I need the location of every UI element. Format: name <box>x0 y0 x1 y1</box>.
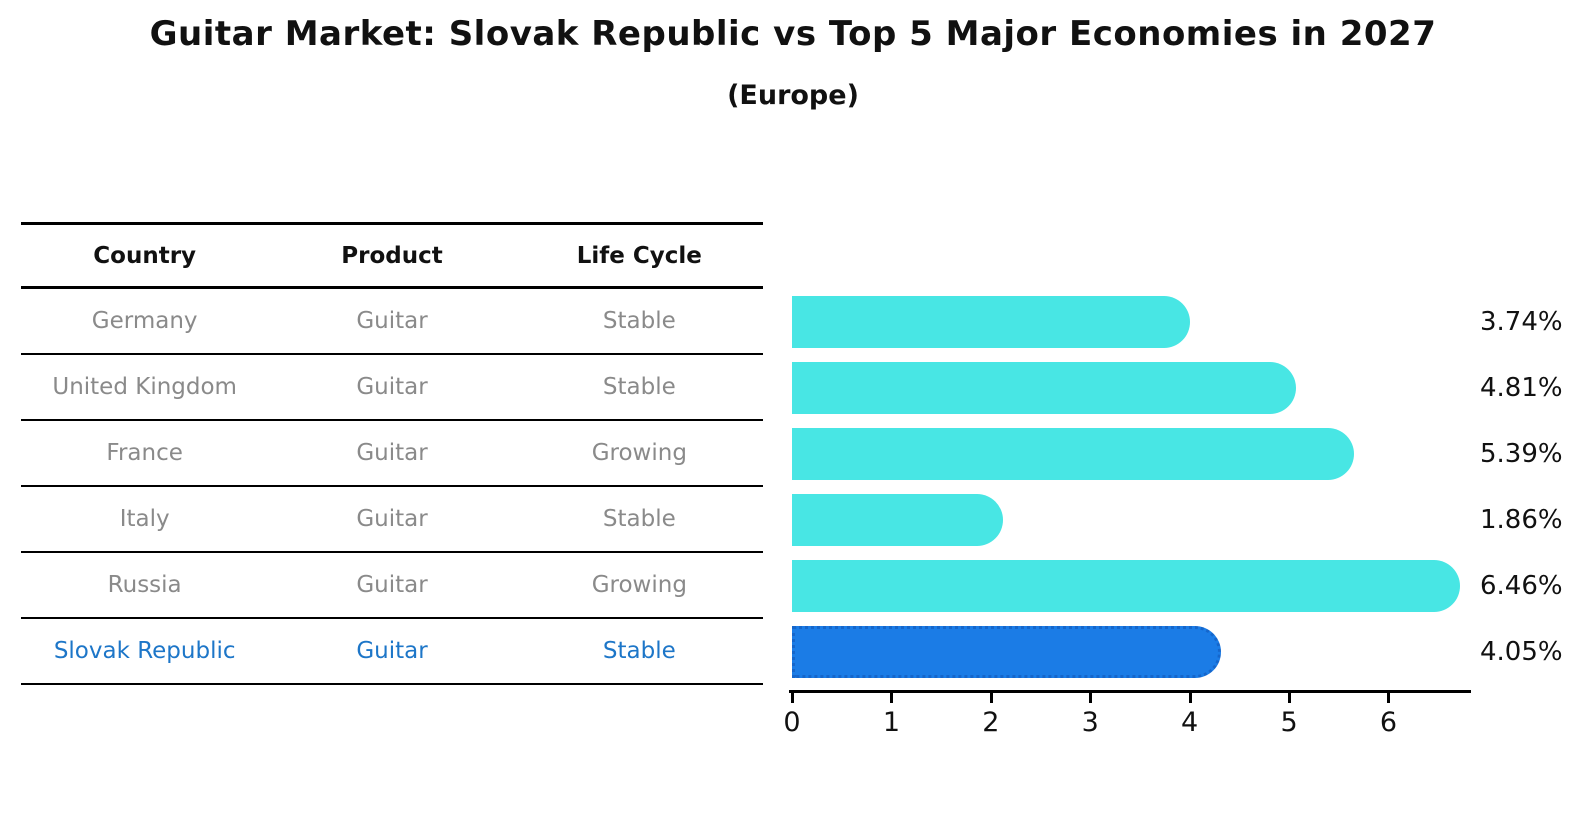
table-row-united-kingdom: United Kingdom Guitar Stable <box>21 355 763 421</box>
cell-product: Guitar <box>356 440 428 466</box>
cell-product: Guitar <box>356 572 428 598</box>
tick-mark <box>1188 693 1192 703</box>
tick-label: 5 <box>1280 707 1298 738</box>
chart-subtitle: (Europe) <box>727 80 859 111</box>
tick-mark <box>1089 693 1093 703</box>
value-label-russia: 6.46% <box>1480 571 1563 601</box>
tick-label: 1 <box>882 707 900 738</box>
tick-mark <box>1288 693 1292 703</box>
cell-product: Guitar <box>356 506 428 532</box>
table-row-germany: Germany Guitar Stable <box>21 289 763 355</box>
tick-label: 4 <box>1181 707 1199 738</box>
cell-country: Italy <box>119 506 170 532</box>
table-row-france: France Guitar Growing <box>21 421 763 487</box>
cell-country: Russia <box>107 572 182 598</box>
table-header-row: Country Product Life Cycle <box>21 222 763 289</box>
cell-lifecycle: Stable <box>602 506 676 532</box>
table-row-russia: Russia Guitar Growing <box>21 553 763 619</box>
tick-mark <box>791 693 794 703</box>
tick-label: 0 <box>783 707 801 738</box>
x-axis-line <box>789 690 1471 693</box>
bar-slovak-republic <box>792 626 1221 678</box>
cell-product: Guitar <box>356 374 428 400</box>
value-label-france: 5.39% <box>1480 439 1563 469</box>
column-header-lifecycle: Life Cycle <box>576 242 702 269</box>
cell-product: Guitar <box>356 638 428 664</box>
column-header-country: Country <box>93 242 197 269</box>
bar-russia <box>792 560 1461 612</box>
bar-chart: 3.74% 4.81% 5.39% 1.86% 6.46% 4.05% 0 1 … <box>783 296 1563 766</box>
tick-label: 6 <box>1379 707 1398 738</box>
cell-country: Slovak Republic <box>53 638 236 664</box>
chart-title: Guitar Market: Slovak Republic vs Top 5 … <box>149 14 1437 54</box>
cell-country: Germany <box>91 308 198 334</box>
country-table: Country Product Life Cycle Germany Guita… <box>21 222 763 685</box>
value-label-united-kingdom: 4.81% <box>1480 373 1563 403</box>
cell-lifecycle: Growing <box>591 440 687 466</box>
table-row-italy: Italy Guitar Stable <box>21 487 763 553</box>
bar-italy <box>792 494 1003 546</box>
cell-lifecycle: Stable <box>602 308 676 334</box>
tick-label: 3 <box>1081 707 1099 738</box>
bar-united-kingdom <box>792 362 1297 414</box>
column-header-product: Product <box>341 242 443 269</box>
tick-mark <box>1387 693 1391 703</box>
value-label-slovak-republic: 4.05% <box>1480 637 1563 667</box>
tick-mark <box>989 693 993 703</box>
tick-mark <box>890 693 894 703</box>
bar-france <box>792 428 1354 480</box>
cell-lifecycle: Stable <box>602 638 676 664</box>
value-label-germany: 3.74% <box>1480 307 1563 337</box>
cell-country: France <box>106 440 183 466</box>
bar-germany <box>792 296 1190 348</box>
cell-lifecycle: Stable <box>602 374 676 400</box>
cell-lifecycle: Growing <box>591 572 687 598</box>
table-row-slovak-republic: Slovak Republic Guitar Stable <box>21 619 763 685</box>
value-label-italy: 1.86% <box>1480 505 1563 535</box>
tick-label: 2 <box>982 707 1000 738</box>
cell-country: United Kingdom <box>52 374 237 400</box>
cell-product: Guitar <box>356 308 428 334</box>
